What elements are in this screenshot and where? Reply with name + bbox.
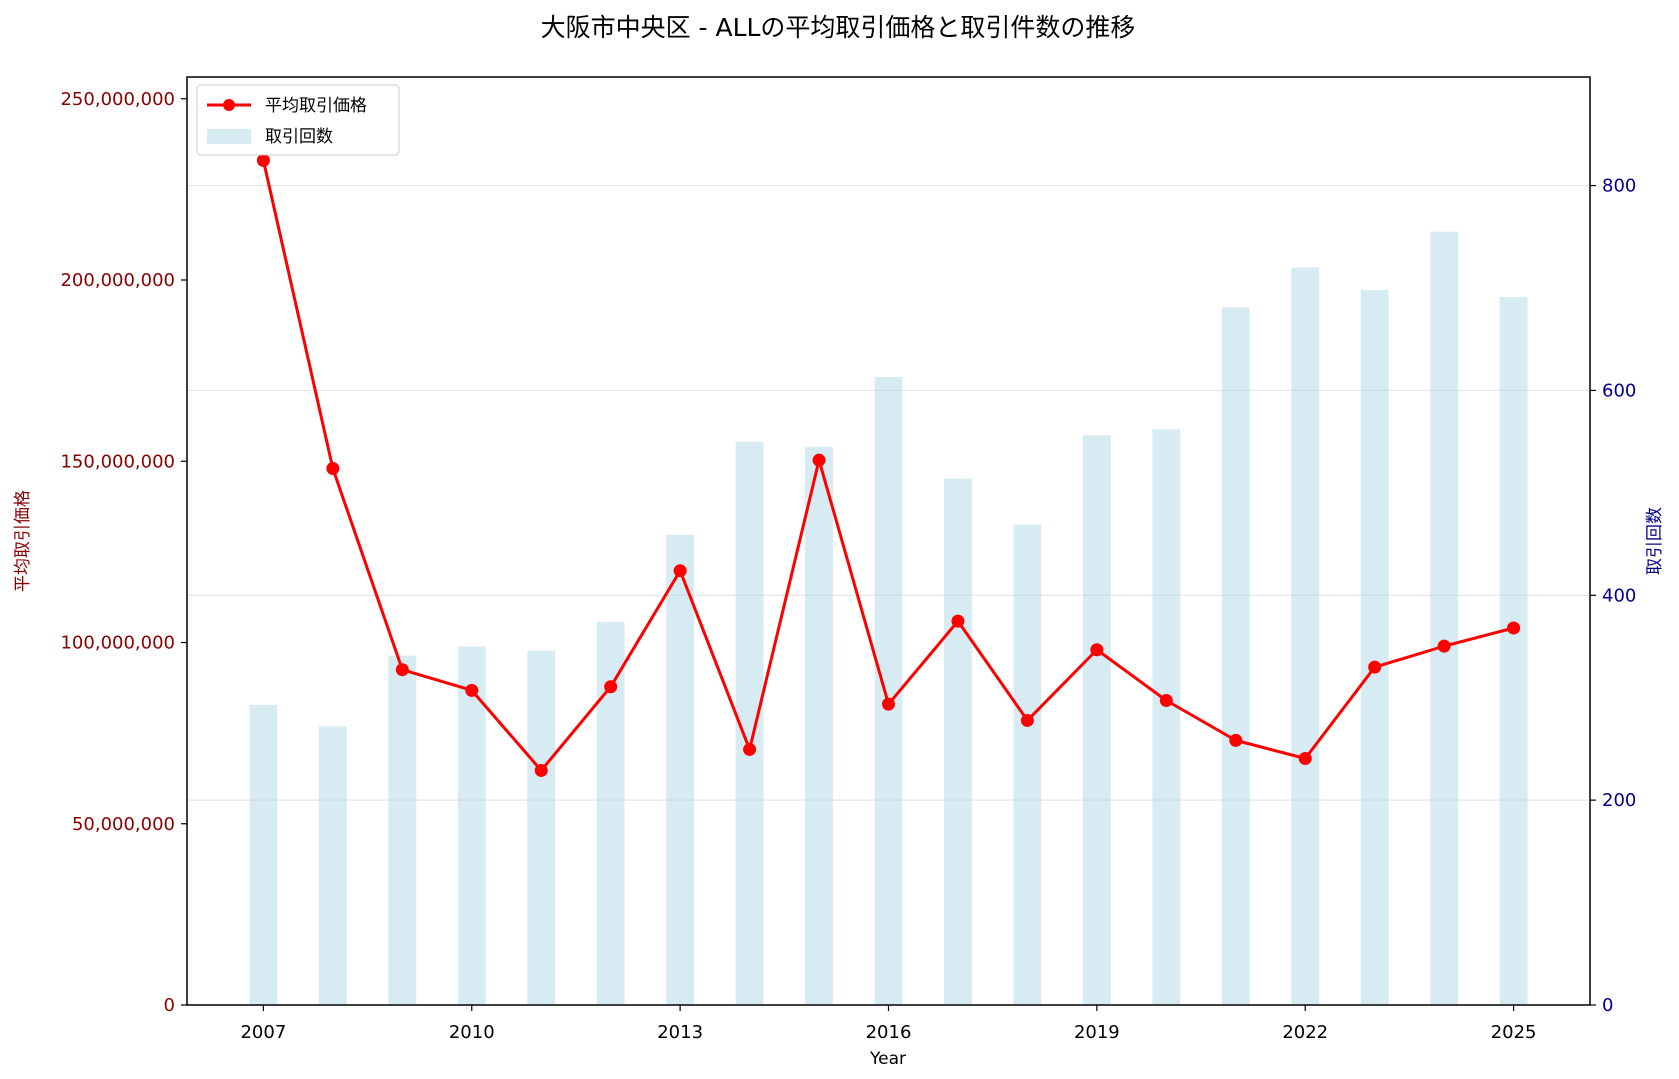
x-tick-label-2: 2013 (657, 1022, 703, 1043)
legend-line-marker (223, 99, 235, 111)
price-point-2013 (673, 564, 687, 578)
legend: 平均取引価格 取引回数 (196, 84, 400, 156)
bar-2024 (1430, 231, 1459, 1005)
bar-2015 (805, 446, 833, 1005)
right-tick-label-3: 600 (1602, 380, 1636, 401)
left-tick-label-5: 250,000,000 (60, 89, 175, 110)
x-axis-label: Year (869, 1049, 906, 1069)
price-point-2011 (534, 763, 548, 777)
legend-label-count: 取引回数 (265, 127, 333, 147)
bar-2007 (249, 704, 278, 1005)
price-point-2024 (1437, 639, 1451, 653)
left-axis-ticks: 0 50,000,000 100,000,000 150,000,000 200,000… (60, 89, 187, 1016)
right-axis-label: 取引回数 (1645, 507, 1665, 575)
price-point-2014 (743, 742, 757, 756)
price-point-2012 (604, 680, 618, 694)
left-tick-label-0: 0 (164, 995, 175, 1016)
bar-2021 (1221, 307, 1250, 1005)
x-tick-label-3: 2016 (866, 1022, 912, 1043)
bar-2011 (527, 650, 556, 1005)
left-tick-label-3: 150,000,000 (60, 451, 175, 472)
price-point-2016 (882, 697, 895, 711)
bar-2020 (1152, 429, 1181, 1005)
right-axis-ticks: 0 200 400 600 800 (1590, 176, 1636, 1016)
x-tick-label-0: 2007 (240, 1022, 286, 1043)
price-point-2009 (395, 663, 409, 677)
price-point-2020 (1159, 694, 1173, 707)
price-point-2022 (1298, 752, 1312, 765)
price-point-2025 (1507, 621, 1521, 635)
bar-2019 (1082, 435, 1111, 1005)
left-tick-label-2: 100,000,000 (60, 633, 175, 654)
left-axis-label: 平均取引価格 (13, 490, 33, 592)
right-tick-label-1: 200 (1602, 790, 1636, 811)
x-tick-label-5: 2022 (1282, 1022, 1328, 1043)
bar-2023 (1360, 290, 1389, 1005)
right-tick-label-0: 0 (1602, 995, 1613, 1016)
bar-2008 (318, 726, 347, 1005)
x-axis-ticks: 2007 2010 2013 2016 2019 2022 2025 (240, 1005, 1537, 1043)
bar-2013 (666, 534, 695, 1005)
legend-label-price: 平均取引価格 (265, 96, 367, 116)
right-tick-label-2: 400 (1602, 585, 1636, 606)
price-point-2015 (812, 453, 826, 467)
x-tick-label-1: 2010 (449, 1022, 495, 1043)
chart-title: 大阪市中央区 - ALLの平均取引価格と取引件数の推移 (541, 13, 1136, 42)
bar-2012 (596, 621, 625, 1005)
legend-bar-swatch (207, 129, 251, 144)
price-point-2018 (1020, 713, 1034, 727)
price-point-2023 (1368, 660, 1382, 674)
bar-2010 (457, 646, 486, 1005)
x-tick-label-6: 2025 (1491, 1022, 1537, 1043)
left-tick-label-4: 200,000,000 (60, 270, 175, 291)
right-tick-label-4: 800 (1602, 176, 1636, 197)
price-point-2010 (465, 683, 479, 697)
price-point-2017 (951, 614, 965, 628)
bar-2017 (944, 478, 972, 1005)
left-tick-label-1: 50,000,000 (72, 814, 175, 835)
bar-series (249, 231, 1528, 1006)
bar-2018 (1013, 524, 1042, 1005)
price-point-2008 (326, 462, 340, 475)
price-point-2019 (1090, 643, 1104, 657)
x-tick-label-4: 2019 (1074, 1022, 1120, 1043)
price-point-2021 (1229, 733, 1243, 747)
price-point-2007 (256, 153, 270, 167)
bar-2025 (1499, 297, 1528, 1005)
bar-2009 (388, 655, 417, 1005)
bar-2022 (1291, 267, 1320, 1005)
line-series (256, 153, 1521, 777)
